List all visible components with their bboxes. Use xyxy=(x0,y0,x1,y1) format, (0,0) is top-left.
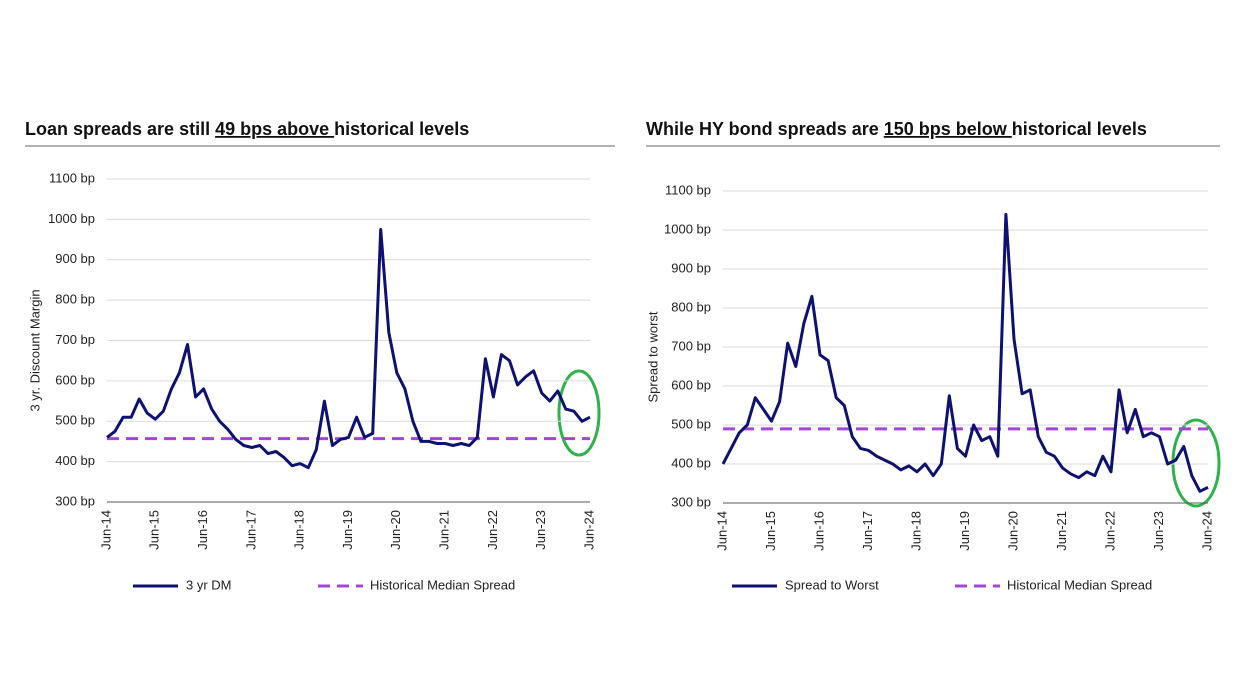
x-tick-label: Jun-19 xyxy=(957,511,972,551)
x-tick-label: Jun-17 xyxy=(243,510,258,550)
x-tick-label: Jun-22 xyxy=(1102,511,1117,551)
y-tick-label: 400 bp xyxy=(671,455,711,470)
y-tick-label: 900 bp xyxy=(671,260,711,275)
y-tick-label: 500 bp xyxy=(671,416,711,431)
y-tick-label: 700 bp xyxy=(671,338,711,353)
highlight-circle xyxy=(557,369,601,457)
y-tick-label: 1000 bp xyxy=(664,221,711,236)
y-tick-label: 300 bp xyxy=(55,493,95,508)
series-line xyxy=(106,228,591,470)
y-tick-label: 1000 bp xyxy=(48,211,95,226)
highlight-circle xyxy=(1171,418,1221,508)
x-tick-label: Jun-21 xyxy=(1054,511,1069,551)
y-tick-label: 600 bp xyxy=(55,372,95,387)
legend-label: 3 yr DM xyxy=(186,577,232,592)
legend-label: Historical Median Spread xyxy=(1007,577,1152,592)
y-tick-label: 1100 bp xyxy=(665,182,711,197)
chart: While HY bond spreads are 150 bps below … xyxy=(645,119,1220,592)
y-tick-label: 600 bp xyxy=(671,377,711,392)
y-tick-label: 800 bp xyxy=(671,299,711,314)
x-tick-label: Jun-23 xyxy=(1151,511,1166,551)
y-axis-label: 3 yr. Discount Margin xyxy=(27,289,42,411)
y-tick-label: 700 bp xyxy=(55,332,95,347)
x-tick-label: Jun-24 xyxy=(581,510,596,550)
title-part: 49 bps above xyxy=(215,119,334,139)
x-tick-label: Jun-16 xyxy=(811,511,826,551)
x-tick-label: Jun-15 xyxy=(147,510,162,550)
legend-label: Historical Median Spread xyxy=(370,577,515,592)
y-tick-label: 900 bp xyxy=(55,251,95,266)
y-tick-label: 300 bp xyxy=(671,494,711,509)
x-tick-label: Jun-14 xyxy=(714,511,729,551)
x-tick-label: Jun-16 xyxy=(195,510,210,550)
title-part: historical levels xyxy=(334,119,469,139)
y-tick-label: 500 bp xyxy=(55,413,95,428)
x-tick-label: Jun-18 xyxy=(908,511,923,551)
y-tick-label: 1100 bp xyxy=(49,170,95,185)
chart: Loan spreads are still 49 bps above hist… xyxy=(25,119,615,592)
y-axis-label: Spread to worst xyxy=(645,311,660,402)
y-tick-label: 800 bp xyxy=(55,292,95,307)
y-tick-label: 400 bp xyxy=(55,453,95,468)
x-tick-label: Jun-18 xyxy=(292,510,307,550)
x-tick-label: Jun-17 xyxy=(860,511,875,551)
title-part: 150 bps below xyxy=(884,119,1012,139)
chart-title: While HY bond spreads are 150 bps below … xyxy=(646,119,1147,139)
series-line xyxy=(721,212,1209,493)
x-tick-label: Jun-20 xyxy=(388,510,403,550)
x-tick-label: Jun-14 xyxy=(98,510,113,550)
legend-label: Spread to Worst xyxy=(785,577,879,592)
chart-title: Loan spreads are still 49 bps above hist… xyxy=(25,119,469,139)
x-tick-label: Jun-23 xyxy=(533,510,548,550)
x-tick-label: Jun-19 xyxy=(340,510,355,550)
x-tick-label: Jun-21 xyxy=(437,510,452,550)
x-tick-label: Jun-22 xyxy=(485,510,500,550)
title-part: historical levels xyxy=(1012,119,1147,139)
title-part: Loan spreads are still xyxy=(25,119,215,139)
x-tick-label: Jun-20 xyxy=(1005,511,1020,551)
x-tick-label: Jun-24 xyxy=(1199,511,1214,551)
x-tick-label: Jun-15 xyxy=(763,511,778,551)
title-part: While HY bond spreads are xyxy=(646,119,884,139)
